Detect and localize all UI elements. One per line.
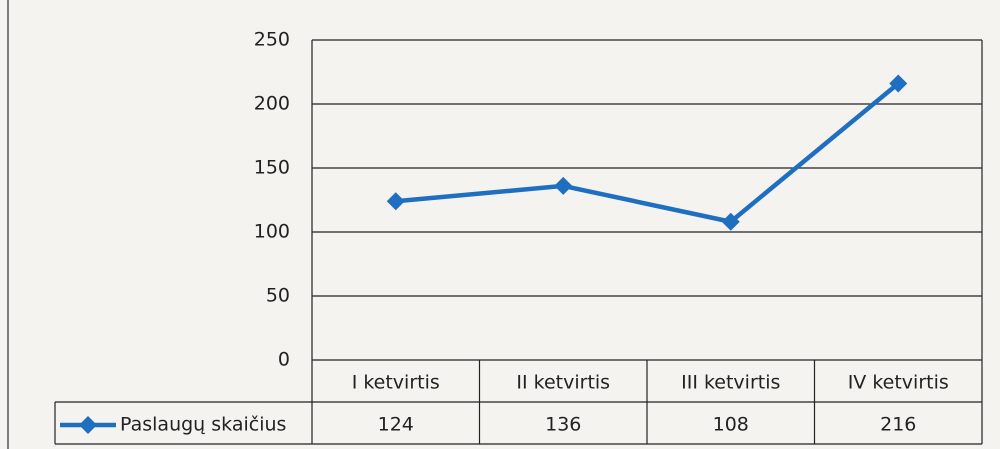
legend-marker — [79, 416, 97, 434]
y-tick-label: 0 — [278, 349, 290, 371]
x-tick-label: II ketvirtis — [516, 372, 610, 394]
marker — [889, 74, 908, 93]
x-tick-label: I ketvirtis — [352, 372, 440, 394]
marker — [554, 176, 573, 195]
y-tick-label: 150 — [254, 157, 290, 179]
marker — [386, 192, 405, 211]
y-tick-label: 50 — [266, 285, 290, 307]
table-value: 124 — [378, 414, 414, 436]
x-tick-label: III ketvirtis — [681, 372, 780, 394]
table-value: 108 — [713, 414, 749, 436]
y-tick-label: 200 — [254, 93, 290, 115]
y-tick-label: 250 — [254, 29, 290, 51]
y-tick-label: 100 — [254, 221, 290, 243]
table-value: 136 — [545, 414, 581, 436]
x-tick-label: IV ketvirtis — [848, 372, 949, 394]
series-line — [395, 81, 900, 225]
legend-label: Paslaugų skaičius — [120, 414, 286, 436]
table-value: 216 — [880, 414, 916, 436]
marker — [721, 212, 740, 231]
